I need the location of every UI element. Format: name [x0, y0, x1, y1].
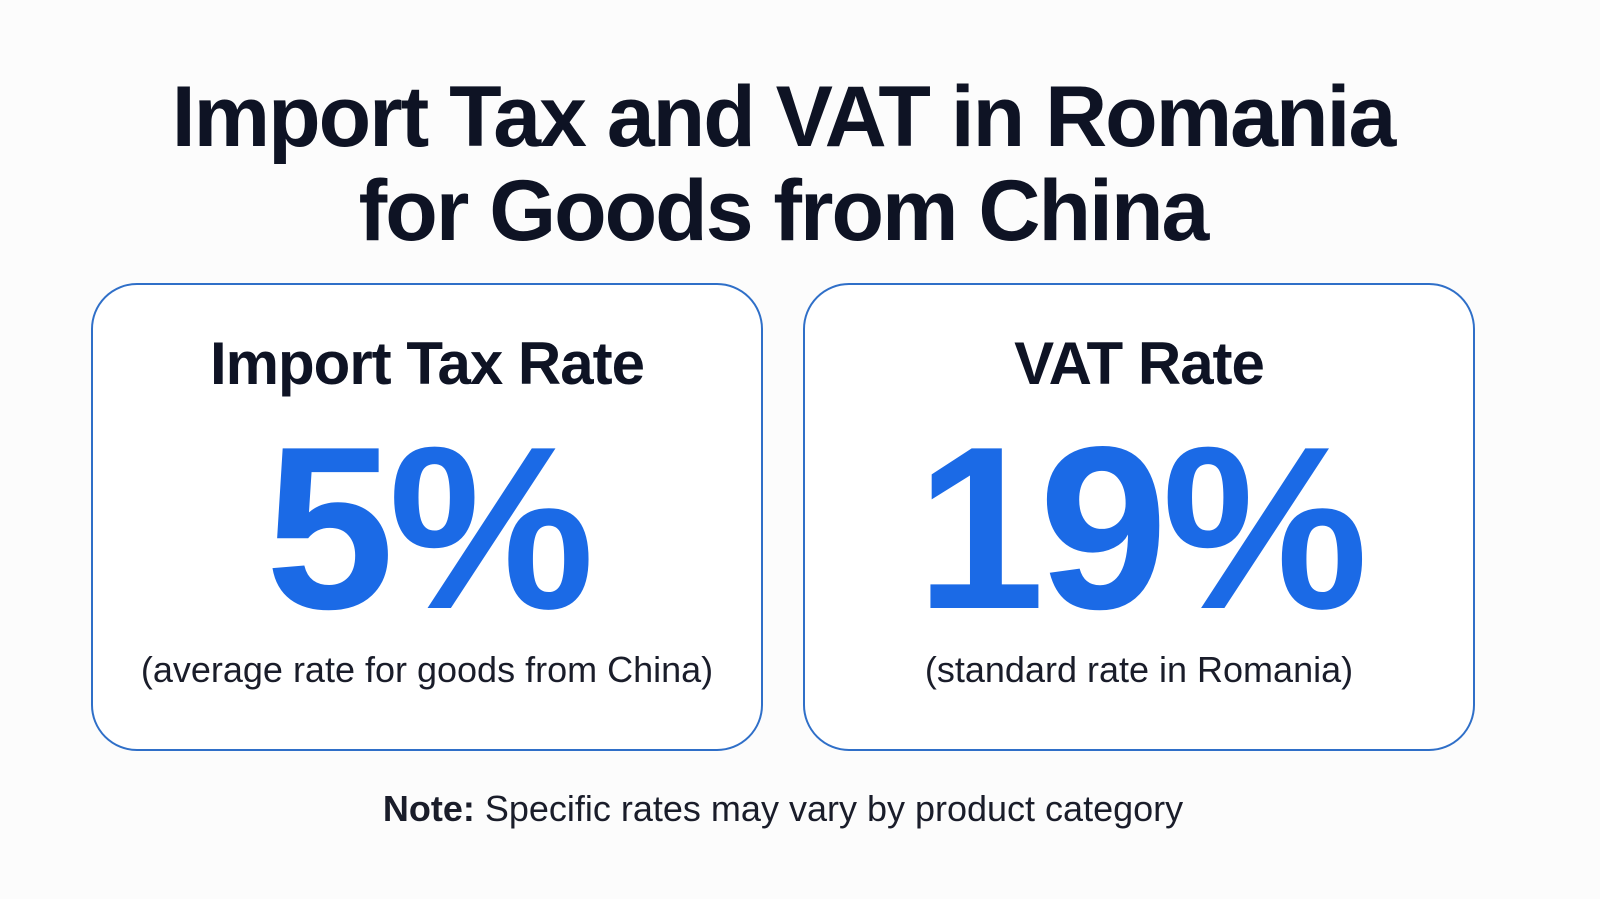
page-title-line-2: for Goods from China — [358, 163, 1210, 259]
page-title-line-1: Import Tax and VAT in Romania — [171, 69, 1397, 165]
note-label: Note: — [382, 788, 475, 829]
import-tax-heading: Import Tax Rate — [210, 330, 645, 397]
vat-heading: VAT Rate — [1014, 330, 1265, 397]
vat-card: VAT Rate 19% (standard rate in Romania) — [803, 283, 1475, 751]
vat-subtitle: (standard rate in Romania) — [924, 649, 1354, 690]
import-tax-subtitle: (average rate for goods from China) — [140, 649, 714, 690]
footnote: Note: Specific rates may vary by product… — [0, 788, 1566, 830]
import-tax-value: 5% — [265, 399, 594, 658]
note-text: Specific rates may vary by product categ… — [474, 788, 1184, 829]
vat-value: 19% — [915, 399, 1368, 658]
import-tax-card: Import Tax Rate 5% (average rate for goo… — [91, 283, 763, 751]
